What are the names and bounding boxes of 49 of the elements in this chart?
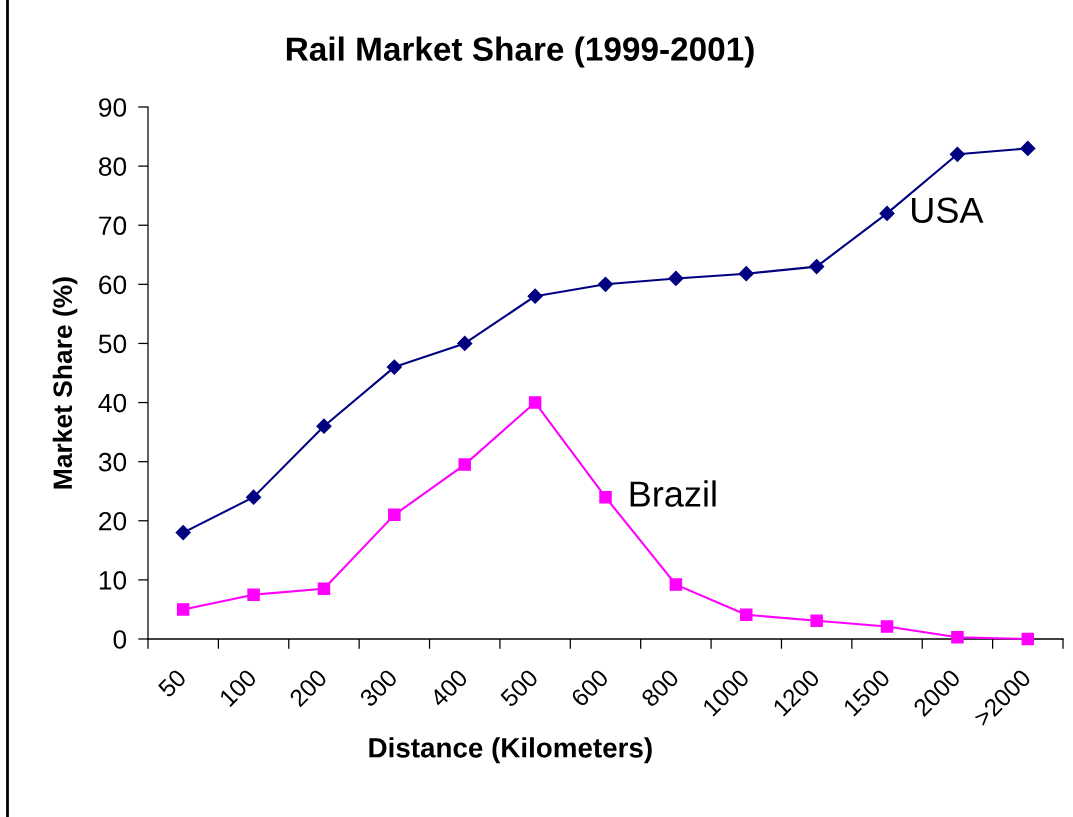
point — [386, 359, 402, 375]
series-label: Brazil — [630, 480, 716, 507]
point — [176, 603, 190, 616]
point — [1021, 632, 1035, 646]
point — [388, 508, 401, 522]
y-tick-label: 70 — [99, 216, 127, 236]
chart-title: Rail Market Share (1999-2001) — [286, 36, 754, 68]
point — [316, 418, 332, 434]
point — [246, 489, 262, 505]
point — [809, 259, 825, 275]
x-tick-label: 400 — [428, 668, 469, 708]
point — [880, 620, 894, 633]
point — [669, 578, 683, 591]
y-tick-label: 10 — [99, 571, 127, 590]
point — [458, 458, 471, 471]
point — [810, 614, 823, 627]
x-tick-label: 200 — [288, 668, 328, 708]
x-tick-label: 300 — [358, 668, 399, 708]
point — [528, 396, 542, 409]
x-tick-label: 800 — [640, 668, 680, 708]
y-tick-label: 40 — [98, 393, 127, 413]
point — [1020, 140, 1036, 156]
point — [949, 146, 965, 162]
y-tick-label: 90 — [99, 98, 127, 117]
y-tick-label: 60 — [99, 275, 127, 295]
x-tick-label: 600 — [570, 668, 610, 708]
x-axis-title: Distance (Kilometers) — [369, 737, 652, 764]
point — [740, 608, 753, 622]
x-tick-label: 500 — [499, 668, 540, 708]
series-label: USA — [912, 197, 984, 224]
point — [951, 630, 964, 644]
point — [879, 205, 895, 221]
point — [599, 490, 612, 504]
y-tick-label: 30 — [98, 452, 127, 472]
point — [317, 582, 331, 596]
y-tick-label: 50 — [98, 334, 127, 354]
y-tick-label: 80 — [98, 157, 127, 176]
point — [738, 266, 754, 282]
point — [597, 276, 614, 292]
x-tick-label: 100 — [218, 668, 258, 708]
point — [247, 588, 260, 601]
y-tick-label: 20 — [99, 511, 127, 531]
point — [457, 335, 473, 352]
y-tick-label: 0 — [113, 630, 127, 649]
point — [175, 525, 191, 541]
x-tick-label: 50 — [157, 668, 188, 699]
y-axis-title: Market Share (%) — [52, 277, 78, 489]
point — [527, 288, 543, 304]
point — [668, 270, 684, 286]
